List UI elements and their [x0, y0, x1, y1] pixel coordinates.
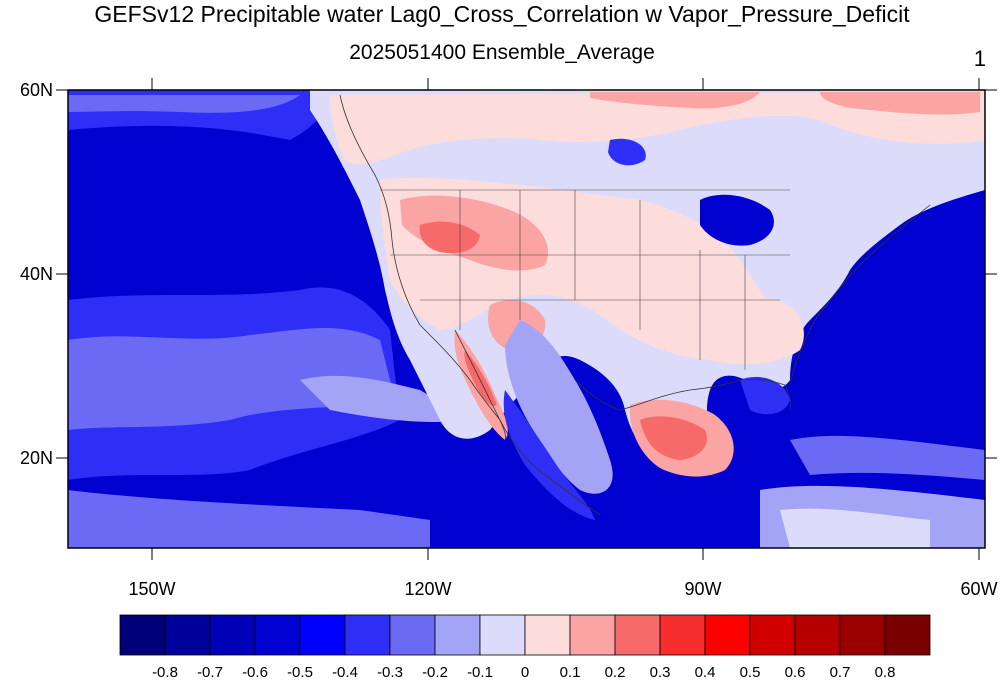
colorbar-label: -0.5	[287, 664, 313, 681]
axis-ticks	[56, 78, 997, 560]
colorbar-label: -0.1	[467, 664, 493, 681]
colorbar-label: 0.5	[740, 664, 761, 681]
lat-label: 40N	[20, 264, 53, 284]
figure-title: GEFSv12 Precipitable water Lag0_Cross_Co…	[94, 1, 910, 27]
colorbar-swatch	[254, 614, 301, 656]
panel-number: 1	[973, 46, 986, 71]
pacific-southern-band	[68, 490, 430, 548]
west-coast-line	[339, 94, 601, 516]
lat-label: 20N	[20, 448, 53, 468]
colorbar-label: 0.4	[695, 664, 716, 681]
great-lakes-negative	[700, 194, 774, 246]
colorbar-swatch	[434, 614, 481, 656]
colorbar: -0.8 -0.7 -0.6 -0.5 -0.4 -0.3 -0.2 -0.1 0 0.1 0.2 0…	[119, 614, 931, 681]
figure-subtitle: 2025051400 Ensemble_Average	[349, 41, 655, 64]
coastlines	[339, 94, 931, 516]
mexico-plateau	[505, 320, 613, 494]
colorbar-label: -0.4	[332, 664, 358, 681]
colorbar-swatch	[749, 614, 796, 656]
lon-label: 120W	[404, 579, 451, 599]
lon-label: 60W	[960, 579, 997, 599]
colorbar-swatch	[344, 614, 391, 656]
colorbar-label: 0	[521, 664, 529, 681]
colorbar-swatch	[524, 614, 571, 656]
colorbar-label: -0.3	[377, 664, 403, 681]
colorbar-swatch	[839, 614, 886, 656]
quebec-red-patch	[820, 92, 980, 115]
atlantic-light-band	[790, 435, 985, 480]
hudson-bay-negative	[608, 138, 646, 166]
colorbar-label: -0.8	[152, 664, 178, 681]
colorbar-swatch	[569, 614, 616, 656]
colorbar-swatch	[614, 614, 661, 656]
east-coast-line	[789, 204, 931, 386]
colorbar-label: 0.8	[875, 664, 896, 681]
colorbar-label: 0.7	[830, 664, 851, 681]
mexico-west-coast	[503, 390, 595, 520]
colorbar-label: 0.2	[605, 664, 626, 681]
lat-label: 60N	[20, 80, 53, 100]
colorbar-label: 0.3	[650, 664, 671, 681]
colorbar-label: 0.6	[785, 664, 806, 681]
alaska-coast-light	[68, 95, 300, 113]
pacific-pale-band	[300, 375, 470, 422]
baja-coast	[454, 329, 507, 441]
colorbar-label: 0.1	[560, 664, 581, 681]
map-frame	[67, 89, 986, 549]
colorbar-swatch	[659, 614, 706, 656]
colorbar-swatch	[794, 614, 841, 656]
gulf-coast-line	[574, 378, 792, 411]
colorbar-label: -0.2	[422, 664, 448, 681]
correlation-field	[68, 90, 985, 548]
hudson-red-patch	[590, 92, 760, 109]
canada-positive-band	[330, 92, 985, 165]
colorbar-swatch	[704, 614, 751, 656]
lon-label: 90W	[684, 579, 721, 599]
eastern-us-positive	[660, 294, 804, 365]
state-borders	[380, 189, 790, 370]
colorbar-label: -0.7	[197, 664, 223, 681]
colorbar-swatch	[119, 614, 166, 656]
lon-label: 150W	[128, 579, 175, 599]
colorbar-swatch	[479, 614, 526, 656]
colorbar-swatch	[209, 614, 256, 656]
florida-blue	[740, 376, 790, 415]
colorbar-swatch	[164, 614, 211, 656]
pacific-light-band	[68, 328, 395, 430]
colorbar-swatch	[299, 614, 346, 656]
rockies-red	[419, 221, 480, 254]
colorbar-swatch	[389, 614, 436, 656]
gulf-deep-red	[640, 416, 708, 460]
colorbar-label: -0.6	[242, 664, 268, 681]
caribbean-near-zero	[780, 508, 930, 548]
colorbar-swatch	[884, 614, 931, 656]
